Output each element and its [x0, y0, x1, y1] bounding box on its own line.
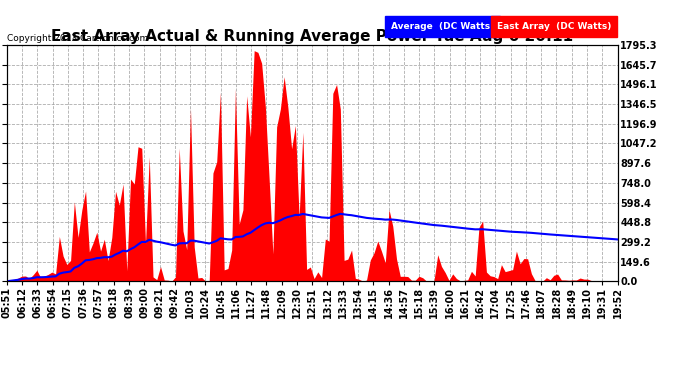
Text: Copyright 2013 Cartronics.com: Copyright 2013 Cartronics.com [7, 34, 148, 43]
Legend: Average  (DC Watts), East Array  (DC Watts): Average (DC Watts), East Array (DC Watts… [386, 19, 613, 33]
Title: East Array Actual & Running Average Power Tue Aug 6 20:11: East Array Actual & Running Average Powe… [51, 29, 573, 44]
